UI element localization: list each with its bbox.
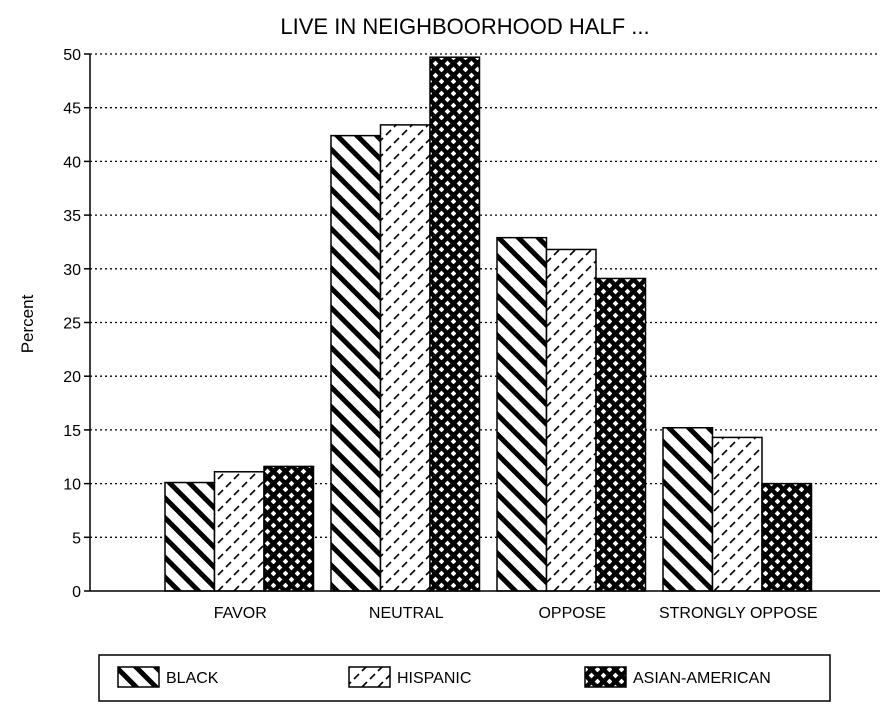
bar bbox=[379, 124, 431, 592]
axes bbox=[84, 53, 880, 592]
bar bbox=[164, 481, 216, 592]
y-tick-label: 35 bbox=[63, 208, 81, 225]
x-category-label: STRONGLY OPPOSE bbox=[659, 605, 818, 622]
bar bbox=[545, 248, 597, 592]
legend-label: HISPANIC bbox=[397, 670, 471, 687]
legend-label: ASIAN-AMERICAN bbox=[633, 670, 771, 687]
y-tick-label: 50 bbox=[63, 47, 81, 64]
x-category-labels: FAVOR NEUTRAL OPPOSE STRONGLY OPPOSE bbox=[214, 605, 818, 622]
bar bbox=[595, 277, 647, 592]
bar bbox=[330, 134, 382, 592]
bar bbox=[213, 471, 265, 592]
y-tick-label: 10 bbox=[63, 477, 81, 494]
y-tick-label: 0 bbox=[72, 584, 81, 601]
y-tick-label: 20 bbox=[63, 369, 81, 386]
legend-label: BLACK bbox=[166, 670, 219, 687]
bar bbox=[761, 482, 813, 592]
y-tick-label: 45 bbox=[63, 101, 81, 118]
bar bbox=[429, 56, 481, 592]
gridlines bbox=[90, 53, 880, 538]
y-axis-label: Percent bbox=[18, 294, 37, 353]
x-category-label: OPPOSE bbox=[538, 605, 606, 622]
legend-swatch bbox=[348, 666, 391, 688]
legend-swatch bbox=[584, 666, 627, 688]
x-category-label: NEUTRAL bbox=[369, 605, 444, 622]
x-category-label: FAVOR bbox=[214, 605, 267, 622]
y-tick-label: 25 bbox=[63, 316, 81, 333]
legend: BLACK HISPANIC ASIAN-AMERICAN bbox=[98, 654, 831, 702]
bar bbox=[711, 436, 763, 592]
y-tick-label: 5 bbox=[72, 530, 81, 547]
legend-frame bbox=[98, 654, 831, 702]
bar bbox=[263, 465, 315, 592]
y-tick-label: 15 bbox=[63, 423, 81, 440]
y-tick-label: 30 bbox=[63, 262, 81, 279]
y-tick-label: 40 bbox=[63, 154, 81, 171]
chart-title: LIVE IN NEIGHBOORHOOD HALF ... bbox=[280, 14, 649, 39]
bar bbox=[496, 236, 548, 592]
bars bbox=[164, 56, 813, 592]
bar bbox=[662, 427, 714, 592]
legend-swatch bbox=[117, 666, 160, 688]
y-tick-labels: 0 5 10 15 20 25 30 35 40 45 50 bbox=[63, 47, 81, 601]
